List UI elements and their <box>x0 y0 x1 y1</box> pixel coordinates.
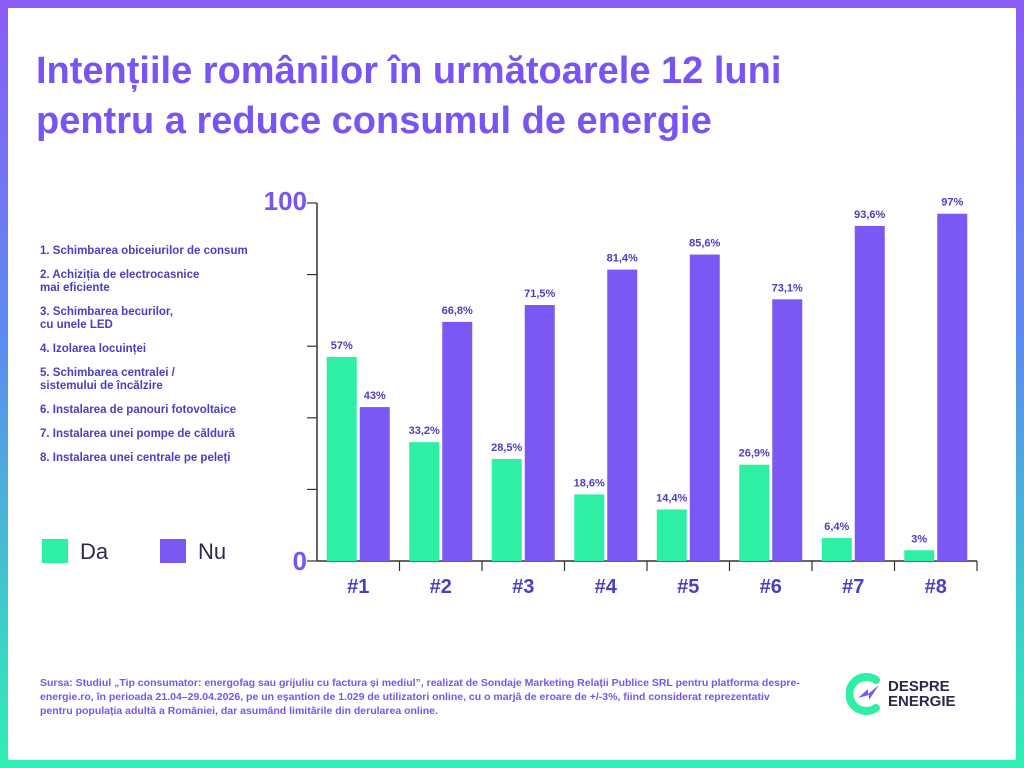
category-legend-item-5: 5. Schimbarea centralei / sistemului de … <box>40 367 175 392</box>
data-label-nu-4: 81,4% <box>607 253 638 265</box>
page-frame <box>8 8 1016 760</box>
bar-nu-6 <box>772 299 803 561</box>
y-tick-label-0: 0 <box>293 546 307 576</box>
series-legend-nu-swatch <box>160 539 186 563</box>
bar-da-4 <box>574 494 605 561</box>
category-legend-item-3: 3. Schimbarea becurilor, cu unele LED <box>40 306 173 331</box>
category-legend-item-4: 4. Izolarea locuinței <box>40 343 147 355</box>
x-tick-label-5: #5 <box>677 576 699 598</box>
series-legend-da-swatch <box>42 539 68 563</box>
bar-chart: 0 100 57% 43% #1 33,2% 66,8% #2 28,5% 71,5% #3 18,6… <box>264 186 978 598</box>
brand-logo-line-2: ENERGIE <box>888 693 956 710</box>
x-tick-label-3: #3 <box>512 576 534 598</box>
brand-logo: DESPRE ENERGIE <box>845 672 986 718</box>
category-legend: 1. Schimbarea obiceiurilor de consum 2. … <box>40 245 290 476</box>
chart-title-line-2: pentru a reduce consumul de energie <box>36 100 712 142</box>
source-note: Sursa: Studiul „Tip consumator: energofa… <box>40 677 800 717</box>
bar-da-7 <box>821 538 852 561</box>
bar-nu-3 <box>524 305 555 561</box>
data-label-da-1: 57% <box>331 340 353 352</box>
data-label-nu-8: 97% <box>941 197 963 209</box>
data-label-nu-7: 93,6% <box>854 209 885 221</box>
bar-da-5 <box>656 509 687 561</box>
category-legend-item-8: 8. Instalarea unei centrale pe peleți <box>40 452 231 464</box>
x-tick-label-8: #8 <box>925 576 947 598</box>
series-legend-da-label: Da <box>80 539 109 564</box>
bar-da-8 <box>904 550 935 561</box>
chart-title: Intențiile românilor în următoarele 12 l… <box>36 46 936 146</box>
bar-da-2 <box>409 442 440 561</box>
category-legend-item-2: 2. Achiziția de electrocasnice mai efici… <box>40 269 200 294</box>
data-label-nu-2: 66,8% <box>442 305 473 317</box>
data-label-da-7: 6,4% <box>824 521 849 533</box>
data-label-da-2: 33,2% <box>409 425 440 437</box>
data-label-da-5: 14,4% <box>656 492 687 504</box>
data-label-da-6: 26,9% <box>739 448 770 460</box>
x-tick-label-2: #2 <box>430 576 452 598</box>
data-label-da-8: 3% <box>911 533 927 545</box>
lightning-c-logo-icon <box>845 673 880 715</box>
data-label-da-4: 18,6% <box>574 477 605 489</box>
series-legend-nu: Nu <box>160 537 280 567</box>
x-tick-label-4: #4 <box>595 576 618 598</box>
data-label-nu-6: 73,1% <box>772 282 803 294</box>
x-tick-label-1: #1 <box>347 576 369 598</box>
data-label-da-3: 28,5% <box>491 442 522 454</box>
x-tick-label-6: #6 <box>760 576 782 598</box>
series-legend-da: Da <box>42 537 162 567</box>
data-label-nu-3: 71,5% <box>524 288 555 300</box>
brand-logo-text: DESPRE ENERGIE <box>888 679 956 709</box>
y-tick-label-100: 100 <box>264 186 307 216</box>
category-legend-item-1: 1. Schimbarea obiceiurilor de consum <box>40 245 248 257</box>
bar-nu-4 <box>607 269 638 561</box>
bar-nu-8 <box>937 213 968 562</box>
category-legend-item-7: 7. Instalarea unei pompe de căldură <box>40 428 235 440</box>
bar-da-1 <box>326 356 357 561</box>
data-label-nu-5: 85,6% <box>689 238 720 250</box>
bar-nu-7 <box>854 225 885 562</box>
bar-nu-2 <box>442 321 473 561</box>
bar-nu-5 <box>689 254 720 561</box>
bar-nu-1 <box>359 407 390 561</box>
brand-logo-line-1: DESPRE <box>888 678 950 695</box>
bar-da-3 <box>491 458 522 561</box>
bar-da-6 <box>739 464 770 561</box>
series-legend-nu-label: Nu <box>198 539 227 564</box>
x-tick-label-7: #7 <box>842 576 864 598</box>
chart-title-line-1: Intențiile românilor în următoarele 12 l… <box>36 50 782 92</box>
category-legend-item-6: 6. Instalarea de panouri fotovoltaice <box>40 404 237 416</box>
data-label-nu-1: 43% <box>364 390 386 402</box>
